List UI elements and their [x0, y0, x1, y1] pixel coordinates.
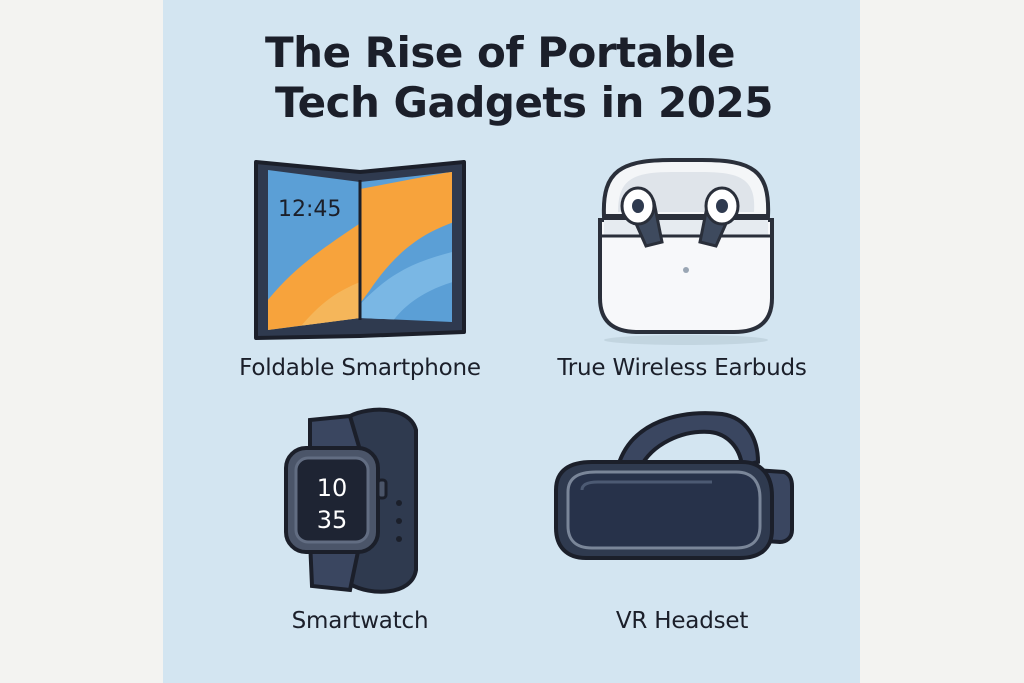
gadget-label: True Wireless Earbuds [557, 355, 807, 381]
gadget-label: Smartwatch [291, 608, 429, 634]
smartwatch-icon: 10 35 [284, 407, 418, 594]
gadget-smartwatch: 10 35 Smartwatch [200, 400, 520, 660]
title-line-2: Tech Gadgets in 2025 [275, 78, 773, 127]
gadget-true-wireless-earbuds: True Wireless Earbuds [522, 150, 842, 410]
foldable-phone-icon: 12:45 [254, 160, 466, 340]
gadget-label: VR Headset [615, 608, 749, 634]
gadget-vr-headset: VR Headset [522, 400, 842, 660]
title-line-1: The Rise of Portable [265, 28, 735, 77]
phone-screen-time: 12:45 [278, 197, 341, 222]
watch-hour: 10 [317, 474, 348, 502]
gadget-foldable-smartphone: 12:45 Foldable Smartphone [200, 150, 520, 410]
vr-headset-icon [554, 411, 794, 560]
earbuds-case-icon [598, 158, 774, 345]
page-title: The Rise of Portable Tech Gadgets in 202… [0, 28, 1024, 128]
watch-minute: 35 [317, 506, 348, 534]
gadget-label: Foldable Smartphone [239, 355, 481, 381]
